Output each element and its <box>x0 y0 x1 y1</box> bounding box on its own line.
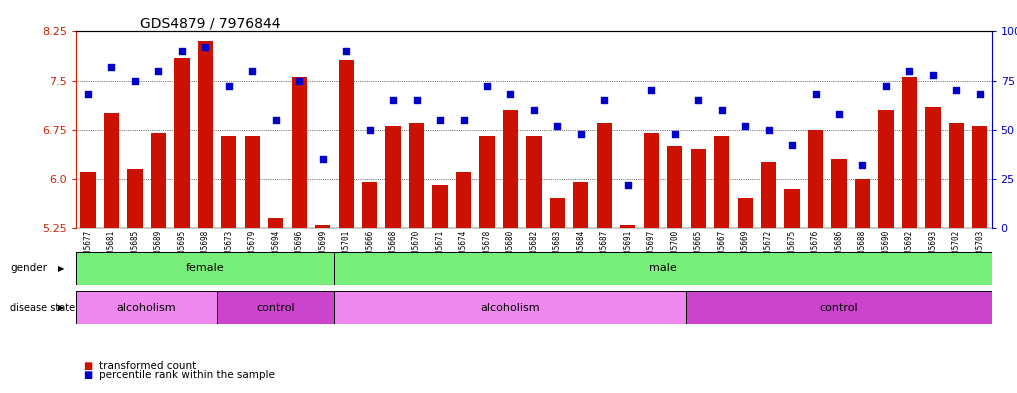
Bar <box>268 218 284 228</box>
Point <box>80 91 97 97</box>
Bar <box>527 136 541 228</box>
Point <box>549 123 565 129</box>
Point <box>573 130 589 137</box>
Bar <box>620 225 636 228</box>
Bar <box>335 291 686 324</box>
Point <box>385 97 402 103</box>
Point <box>643 87 659 94</box>
Point <box>127 77 143 84</box>
Bar <box>315 225 331 228</box>
Text: disease state: disease state <box>10 303 75 312</box>
Point <box>784 142 800 149</box>
Bar <box>127 169 142 228</box>
Point <box>948 87 964 94</box>
Point <box>479 83 495 90</box>
Bar <box>339 60 354 228</box>
Bar <box>879 110 894 228</box>
Point <box>104 64 120 70</box>
Point <box>526 107 542 113</box>
Bar <box>574 182 589 228</box>
Bar <box>667 146 682 228</box>
Point <box>502 91 519 97</box>
Point <box>221 83 237 90</box>
Bar <box>925 107 941 228</box>
Text: percentile rank within the sample: percentile rank within the sample <box>99 370 275 380</box>
Text: gender: gender <box>10 263 47 273</box>
Point <box>666 130 682 137</box>
Point <box>174 48 190 54</box>
Point <box>456 117 472 123</box>
Point <box>971 91 988 97</box>
Point <box>596 97 612 103</box>
Text: alcoholism: alcoholism <box>481 303 540 312</box>
Point <box>361 127 377 133</box>
Text: ▶: ▶ <box>58 303 64 312</box>
Point <box>807 91 824 97</box>
Point <box>409 97 425 103</box>
Point <box>197 44 214 50</box>
Bar <box>502 110 518 228</box>
Point <box>737 123 754 129</box>
Text: female: female <box>186 263 225 273</box>
Point <box>714 107 730 113</box>
Point <box>831 111 847 117</box>
Bar <box>76 291 217 324</box>
Point <box>314 156 331 162</box>
Bar <box>151 133 166 228</box>
Text: control: control <box>820 303 858 312</box>
Bar <box>335 252 992 285</box>
Text: GDS4879 / 7976844: GDS4879 / 7976844 <box>140 16 281 30</box>
Bar <box>691 149 706 228</box>
Point <box>432 117 448 123</box>
Point <box>619 182 636 188</box>
Bar <box>197 41 213 228</box>
Bar <box>432 185 447 228</box>
Point <box>291 77 307 84</box>
Bar <box>832 159 846 228</box>
Point <box>901 68 917 74</box>
Text: control: control <box>256 303 295 312</box>
Bar <box>737 198 753 228</box>
Bar <box>761 162 776 228</box>
Bar <box>855 179 871 228</box>
Bar <box>362 182 377 228</box>
Point <box>244 68 260 74</box>
Bar <box>686 291 992 324</box>
Point <box>338 48 354 54</box>
Bar <box>409 123 424 228</box>
Point <box>854 162 871 168</box>
Bar <box>479 136 494 228</box>
Bar <box>807 130 823 228</box>
Text: transformed count: transformed count <box>99 361 196 371</box>
Bar <box>644 133 659 228</box>
Bar <box>222 136 236 228</box>
Bar <box>714 136 729 228</box>
Bar <box>597 123 612 228</box>
Point <box>151 68 167 74</box>
Bar <box>902 77 917 228</box>
Bar <box>217 291 335 324</box>
Point <box>924 72 941 78</box>
Bar <box>550 198 565 228</box>
Text: male: male <box>649 263 677 273</box>
Bar <box>76 252 335 285</box>
Bar <box>104 113 119 228</box>
Text: alcoholism: alcoholism <box>117 303 177 312</box>
Bar <box>784 189 799 228</box>
Point <box>878 83 894 90</box>
Point <box>761 127 777 133</box>
Text: ■: ■ <box>83 370 93 380</box>
Bar <box>456 172 471 228</box>
Point <box>267 117 284 123</box>
Bar <box>174 58 189 228</box>
Text: ■: ■ <box>83 361 93 371</box>
Bar <box>292 77 307 228</box>
Point <box>691 97 707 103</box>
Bar <box>80 172 96 228</box>
Bar <box>949 123 964 228</box>
Text: ▶: ▶ <box>58 264 64 273</box>
Bar <box>245 136 260 228</box>
Bar <box>972 127 988 228</box>
Bar <box>385 127 401 228</box>
